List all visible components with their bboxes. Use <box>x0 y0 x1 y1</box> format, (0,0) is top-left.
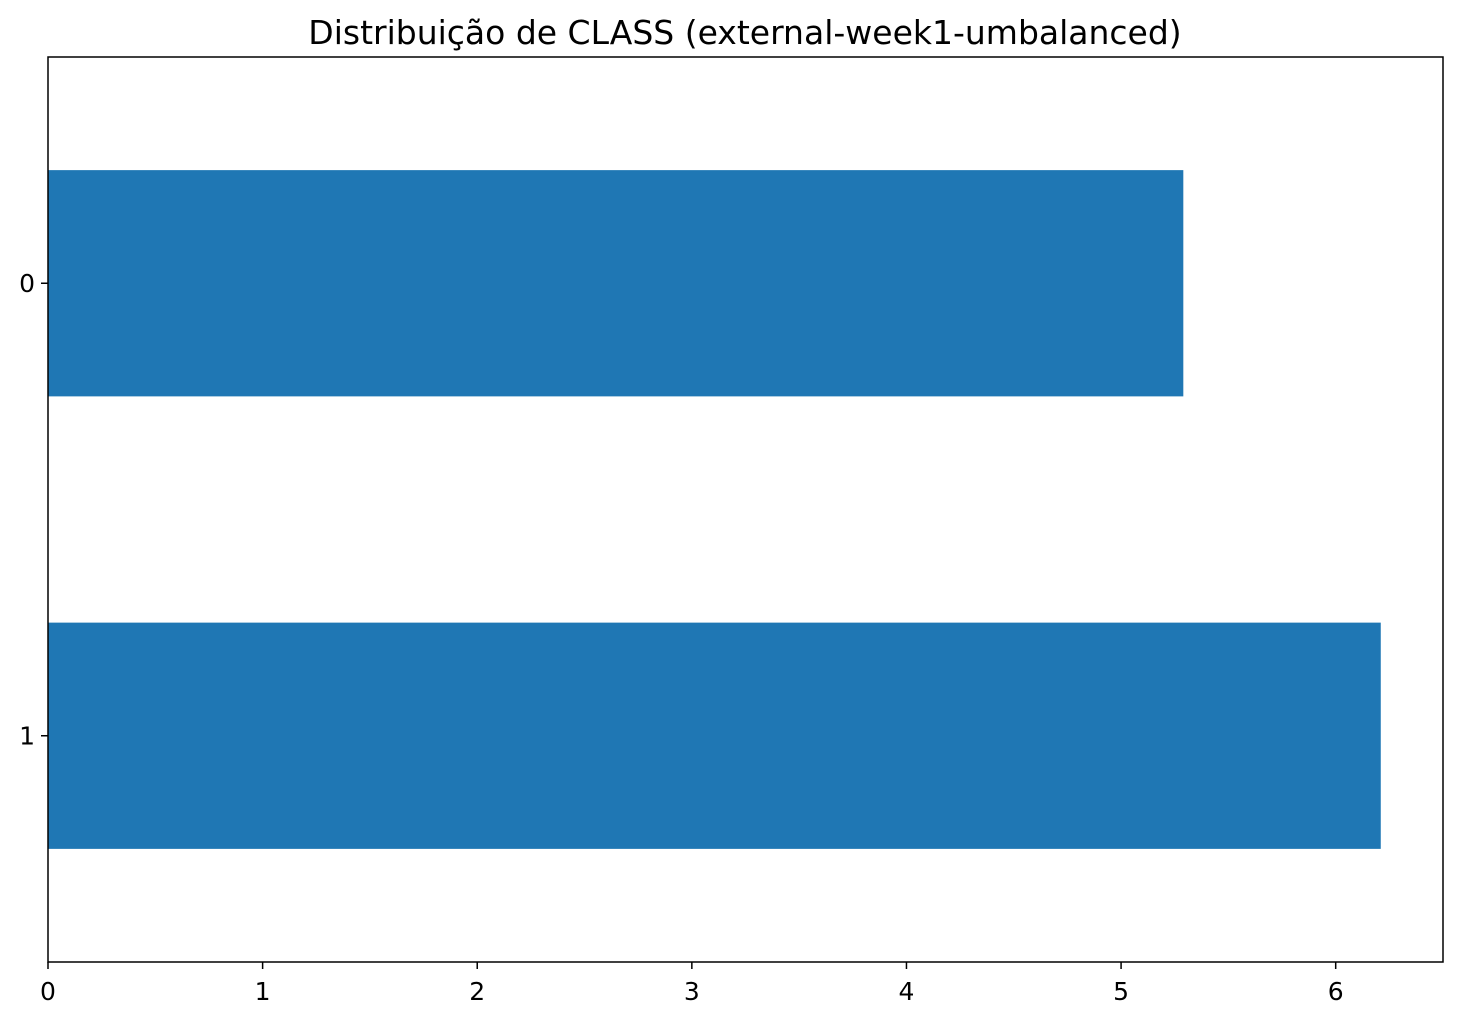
x-tick-label-4: 4 <box>899 977 915 1006</box>
ticks-layer: 0 1 0 1 2 3 4 5 6 <box>19 269 1344 1006</box>
bar-1 <box>48 622 1381 849</box>
chart-title: Distribuição de CLASS (external-week1-um… <box>308 13 1181 52</box>
x-tick-label-2: 2 <box>469 977 485 1006</box>
y-tick-label-1: 1 <box>19 721 35 750</box>
x-tick-label-5: 5 <box>1113 977 1129 1006</box>
bars-layer <box>48 170 1381 849</box>
x-tick-label-1: 1 <box>255 977 271 1006</box>
axes-layer <box>47 56 1444 963</box>
bar-0 <box>48 170 1184 397</box>
y-tick-label-0: 0 <box>19 269 35 298</box>
plot-frame <box>47 56 1444 963</box>
x-tick-label-0: 0 <box>40 977 56 1006</box>
x-tick-label-3: 3 <box>684 977 700 1006</box>
x-tick-label-6: 6 <box>1328 977 1344 1006</box>
